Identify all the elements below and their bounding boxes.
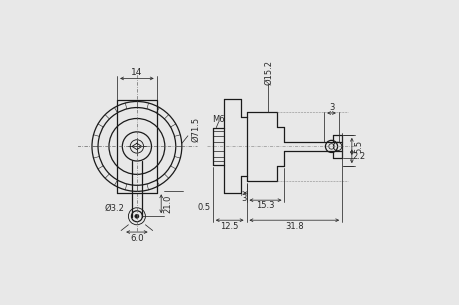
Text: 21.0: 21.0	[163, 195, 173, 213]
Text: 12.5: 12.5	[220, 222, 239, 231]
Text: Ø15.2: Ø15.2	[265, 59, 274, 84]
Text: 0.5: 0.5	[198, 203, 211, 212]
Text: 15.3: 15.3	[256, 201, 275, 210]
Text: Ø71.5: Ø71.5	[191, 117, 200, 142]
Text: 31.8: 31.8	[285, 222, 304, 231]
Circle shape	[135, 214, 139, 218]
Text: 14: 14	[131, 68, 143, 77]
Text: 2.2: 2.2	[352, 152, 365, 161]
Text: 3: 3	[241, 194, 246, 203]
Text: 3: 3	[329, 103, 334, 112]
Text: M6: M6	[212, 115, 225, 124]
Text: 5.5: 5.5	[354, 140, 363, 153]
Text: Ø3.2: Ø3.2	[104, 203, 124, 213]
Text: 6.0: 6.0	[130, 234, 144, 243]
